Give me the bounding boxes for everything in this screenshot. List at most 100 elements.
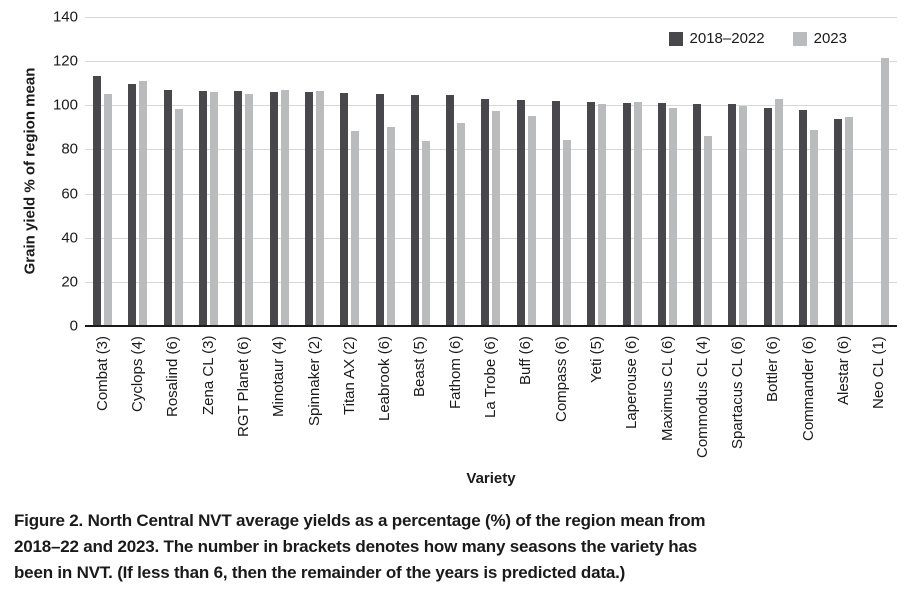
legend-swatch-2018-2022 — [668, 31, 683, 46]
bar-2023 — [457, 122, 466, 326]
bar-2023 — [351, 130, 360, 326]
x-label-cell: RGT Planet (6) — [226, 336, 261, 466]
x-label-cell: Buff (6) — [509, 336, 544, 466]
bar-2023 — [104, 94, 113, 326]
x-label-cell: Spartacus CL (6) — [720, 336, 755, 466]
caption-line-3: been in NVT. (If less than 6, then the r… — [14, 563, 626, 582]
bar-group — [332, 17, 367, 326]
bar-2018-2022 — [481, 98, 490, 326]
bar-group — [297, 17, 332, 326]
bar-2018-2022 — [693, 104, 702, 326]
bar-2018-2022 — [128, 84, 137, 326]
caption-line-1: Figure 2. North Central NVT average yiel… — [14, 511, 706, 530]
bar-2023 — [633, 101, 642, 326]
bar-2023 — [668, 107, 677, 326]
bar-2018-2022 — [799, 109, 808, 326]
bar-2018-2022 — [410, 95, 419, 326]
y-tick-label: 20 — [61, 273, 78, 291]
bar-2018-2022 — [340, 93, 349, 326]
x-label-cell: Titan AX (2) — [332, 336, 367, 466]
bar-2018-2022 — [834, 118, 843, 326]
x-category-label: Yeti (5) — [587, 336, 605, 383]
y-tick-label: 140 — [52, 8, 78, 26]
bar-group — [791, 17, 826, 326]
x-category-label: Bottler (6) — [764, 336, 782, 402]
bar-2023 — [315, 90, 324, 326]
bar-2018-2022 — [552, 100, 560, 326]
x-label-cell: Commander (6) — [791, 336, 826, 466]
x-label-cell: Yeti (5) — [579, 336, 614, 466]
x-label-cell: Beast (5) — [403, 336, 438, 466]
legend-label-2018-2022: 2018–2022 — [689, 30, 765, 47]
x-category-label: Fathom (6) — [446, 336, 464, 410]
bar-2023 — [174, 108, 183, 326]
x-category-label: Commander (6) — [799, 336, 817, 442]
gridline — [85, 149, 897, 151]
bar-2018-2022 — [375, 94, 384, 326]
bar-2018-2022 — [304, 92, 313, 326]
y-tick-label: 80 — [61, 140, 78, 158]
bar-group — [579, 17, 614, 326]
gridline — [85, 193, 897, 195]
gridline — [85, 61, 897, 63]
bar-2018-2022 — [657, 103, 666, 326]
bar-group — [438, 17, 473, 326]
x-category-label: Rosalind (6) — [164, 336, 182, 417]
bar-2023 — [774, 98, 783, 326]
y-tick-label: 60 — [61, 185, 78, 203]
bar-group — [685, 17, 720, 326]
bar-2018-2022 — [516, 99, 525, 326]
bar-group — [544, 17, 579, 326]
bar-group — [826, 17, 861, 326]
bars-container — [85, 17, 897, 326]
bar-group — [85, 17, 120, 326]
y-tick-label: 40 — [61, 229, 78, 247]
bar-2018-2022 — [622, 103, 631, 326]
x-label-cell: Maximus CL (6) — [650, 336, 685, 466]
bar-2018-2022 — [234, 90, 243, 326]
bar-group — [191, 17, 226, 326]
x-label-cell: La Trobe (6) — [473, 336, 508, 466]
bar-group — [156, 17, 191, 326]
legend-item-2023: 2023 — [792, 30, 847, 47]
x-label-cell: Rosalind (6) — [156, 336, 191, 466]
bar-2023 — [598, 104, 607, 326]
x-category-label: Beast (5) — [411, 336, 429, 397]
x-category-label: Maximus CL (6) — [658, 336, 676, 442]
x-category-label: Spinnaker (2) — [305, 336, 323, 427]
x-category-label: Spartacus CL (6) — [729, 336, 747, 449]
bar-2023 — [492, 110, 501, 326]
gridline — [85, 17, 897, 18]
legend-label-2023: 2023 — [813, 30, 847, 47]
x-category-label: Leabrook (6) — [376, 336, 394, 422]
x-category-label: Cyclops (4) — [129, 336, 147, 412]
bar-2023 — [739, 106, 748, 326]
bar-2023 — [210, 92, 219, 326]
x-label-cell: Zena CL (3) — [191, 336, 226, 466]
bar-2023 — [421, 140, 430, 326]
y-tick-label: 120 — [52, 52, 78, 70]
gridline — [85, 105, 897, 107]
x-axis-title: Variety — [466, 470, 516, 487]
x-category-label: Neo CL (1) — [870, 336, 888, 409]
x-label-cell: Spinnaker (2) — [297, 336, 332, 466]
bar-group — [226, 17, 261, 326]
bar-group — [509, 17, 544, 326]
plot-area: 2018–2022 2023 — [85, 17, 897, 327]
bar-2023 — [563, 139, 571, 326]
bar-2023 — [880, 57, 889, 326]
x-category-label: Combat (3) — [93, 336, 111, 412]
x-category-label: Zena CL (3) — [199, 336, 217, 416]
x-category-label: Titan AX (2) — [340, 336, 358, 415]
x-label-cell: Fathom (6) — [438, 336, 473, 466]
bar-group — [367, 17, 402, 326]
bar-group — [403, 17, 438, 326]
bar-2018-2022 — [763, 107, 772, 326]
x-axis-line — [85, 325, 897, 327]
figure-caption: Figure 2. North Central NVT average yiel… — [14, 508, 894, 586]
bar-2018-2022 — [728, 104, 737, 326]
x-label-cell: Laperouse (6) — [614, 336, 649, 466]
x-label-cell: Alestar (6) — [826, 336, 861, 466]
bar-2018-2022 — [446, 95, 455, 326]
